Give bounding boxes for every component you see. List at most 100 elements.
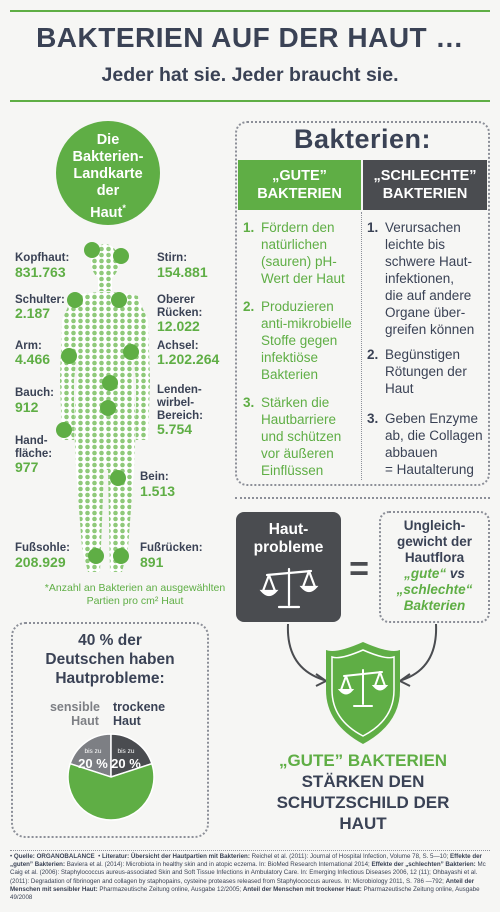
slice-left-value: 20 % xyxy=(78,756,108,771)
value-schulter: 2.187 xyxy=(15,305,51,321)
good-point-text: Fördern den natürlichen (sauren) pH- Wert d… xyxy=(261,220,345,286)
point-oberer-ruecken xyxy=(111,292,127,308)
good-header-line: „GUTE” xyxy=(272,168,327,184)
skin-problems-box: Haut- probleme xyxy=(236,512,341,622)
value-oberer-ruecken: 12.022 xyxy=(157,318,200,334)
good-point-3: 3. Stärken die Hautbarriere und schützen vo… xyxy=(243,394,361,479)
imbalance-box: Ungleich- gewicht der Hautflora „gute“ v… xyxy=(379,511,490,623)
good-point-1: 1. Fördern den natürlichen (sauren) pH- Wer… xyxy=(243,219,361,287)
label-achsel: Achsel: xyxy=(157,340,199,352)
good-point-2: 2. Produzieren anti-mikrobielle Stoffe geg… xyxy=(243,298,361,383)
bacteria-title: Bakterien: xyxy=(293,124,432,154)
problems-line: probleme xyxy=(253,539,324,556)
column-divider xyxy=(361,212,362,480)
map-title-line: Die xyxy=(96,132,120,148)
imbalance-line: Hautflora xyxy=(404,550,465,565)
point-bauch xyxy=(102,375,118,391)
statistic-line: Deutschen haben xyxy=(45,651,175,668)
point-bein xyxy=(110,470,126,486)
result-line: HAUT xyxy=(339,814,387,833)
good-header-line: BAKTERIEN xyxy=(257,186,342,202)
label-fusssohle: Fußsohle: xyxy=(15,542,70,554)
point-schulter xyxy=(67,292,83,308)
value-fussruecken: 891 xyxy=(140,554,164,570)
imbalance-line: „gute“ vs xyxy=(404,566,465,581)
result-line: STÄRKEN DEN xyxy=(301,772,425,791)
slice-left-small-label: bis zu xyxy=(85,748,102,755)
label-line: sensible xyxy=(49,700,101,714)
problems-line: Haut- xyxy=(268,521,309,538)
label-fussruecken: Fußrücken: xyxy=(140,542,203,554)
page-title: BAKTERIEN AUF DER HAUT … xyxy=(36,22,464,53)
result-statement: „GUTE” BAKTERIEN STÄRKEN DEN SCHUTZSCHIL… xyxy=(236,750,490,834)
label-kopfhaut: Kopfhaut: xyxy=(15,252,70,264)
map-title-line: Landkarte xyxy=(73,166,143,182)
bad-point-2: 2. Begünstigen Rötungen der Haut xyxy=(367,346,489,397)
imbalance-line: „schlechte“ xyxy=(396,582,473,597)
bad-point-number: 2. xyxy=(367,347,379,362)
label-arm: Arm: xyxy=(15,340,42,352)
value-bein: 1.513 xyxy=(140,483,176,499)
good-point-number: 2. xyxy=(243,299,255,314)
body-points xyxy=(56,242,139,564)
value-arm: 4.466 xyxy=(15,351,51,367)
point-fusssohle xyxy=(88,548,104,564)
sensitive-skin-label: sensible Haut xyxy=(42,700,108,728)
result-line: „GUTE” BAKTERIEN xyxy=(278,751,448,770)
point-kopfhaut xyxy=(84,242,100,258)
label-line: Haut xyxy=(71,714,99,728)
label-bauch: Bauch: xyxy=(15,387,54,399)
label-handflaeche: Hand-fläche: xyxy=(15,435,53,460)
arrows-shield-graphic xyxy=(286,623,438,744)
skin-pie-chart: bis zu 20 % bis zu 20 % xyxy=(67,733,155,821)
result-line: SCHUTZSCHILD DER xyxy=(276,793,450,812)
label-schulter: Schulter: xyxy=(15,294,65,306)
scale-icon xyxy=(259,567,318,609)
map-title-circle: Die Bakterien- Landkarte der Haut* xyxy=(56,121,160,225)
shield-scale-icon xyxy=(337,669,389,707)
value-fusssohle: 208.929 xyxy=(15,554,66,570)
map-title-line: der xyxy=(96,183,120,199)
good-point-number: 3. xyxy=(243,395,255,410)
label-line: trockene xyxy=(113,700,166,714)
header-bottom-line xyxy=(10,100,490,102)
value-bauch: 912 xyxy=(15,399,39,415)
section-separator xyxy=(235,497,490,499)
page-subtitle: Jeder hat sie. Jeder braucht sie. xyxy=(101,64,399,86)
bad-point-text: Begünstigen Rötungen der Haut xyxy=(385,347,467,396)
point-achsel xyxy=(123,344,139,360)
bad-point-text: Verursachen leichte bis schwere Haut-infek… xyxy=(385,220,475,337)
good-point-text: Produzieren anti-mikrobielle Stoffe gegen i… xyxy=(261,299,352,382)
slice-right-small-label: bis zu xyxy=(118,748,135,755)
header-top-line xyxy=(10,10,490,12)
value-handflaeche: 977 xyxy=(15,459,39,475)
value-achsel: 1.202.264 xyxy=(157,351,220,367)
map-footnote: *Anzahl an Bakterien an ausgewählten Par… xyxy=(44,582,226,607)
label-bein: Bein: xyxy=(140,471,169,483)
bad-bacteria-header: „SCHLECHTE” BAKTERIEN xyxy=(363,160,487,210)
good-point-number: 1. xyxy=(243,220,255,235)
imbalance-line: Ungleich- xyxy=(403,518,466,533)
bad-header-line: „SCHLECHTE” xyxy=(373,168,477,184)
bad-point-1: 1. Verursachen leichte bis schwere Haut-in… xyxy=(367,219,489,338)
equals-sign: = xyxy=(349,550,369,588)
bad-header-line: BAKTERIEN xyxy=(382,186,468,202)
imbalance-line: gewicht der xyxy=(396,534,472,549)
value-stirn: 154.881 xyxy=(157,264,208,280)
bacteria-box xyxy=(235,121,490,486)
point-arm xyxy=(61,348,77,364)
map-title-line: Haut* xyxy=(90,203,126,221)
statistic-box xyxy=(11,622,209,838)
good-point-text: Stärken die Hautbarriere und schützen vor ä… xyxy=(261,395,342,478)
bad-point-number: 1. xyxy=(367,220,379,235)
map-title-line: Bakterien- xyxy=(72,149,144,165)
point-stirn xyxy=(113,248,129,264)
label-lenden: Lenden-wirbel- Bereich: xyxy=(157,384,204,422)
statistic-line: 40 % der xyxy=(78,632,142,649)
bad-point-text: Geben Enzyme ab, die Collagen abbauen = Hau… xyxy=(385,411,483,477)
point-handflaeche xyxy=(56,422,72,438)
bad-point-3: 3. Geben Enzyme ab, die Collagen abbauen = … xyxy=(367,410,489,478)
dry-skin-label: trockene Haut xyxy=(113,700,179,728)
label-oberer-ruecken: Oberer Rücken: xyxy=(157,294,203,319)
